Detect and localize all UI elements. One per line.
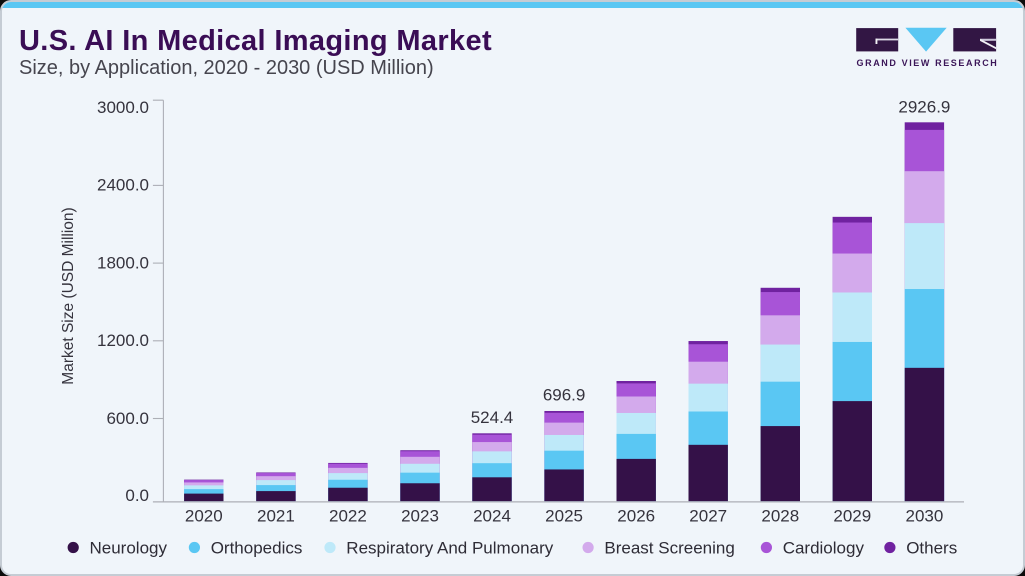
svg-text:GRAND VIEW RESEARCH: GRAND VIEW RESEARCH [857, 58, 999, 68]
svg-text:Neurology: Neurology [90, 539, 168, 558]
svg-text:2400.0: 2400.0 [97, 176, 149, 195]
svg-text:Orthopedics: Orthopedics [211, 539, 303, 558]
svg-text:2023: 2023 [401, 507, 439, 526]
svg-text:2020: 2020 [185, 507, 223, 526]
svg-text:Cardiology: Cardiology [783, 539, 865, 558]
svg-text:1800.0: 1800.0 [97, 253, 149, 272]
svg-text:2024: 2024 [473, 507, 511, 526]
svg-text:Breast Screening: Breast Screening [604, 539, 734, 558]
svg-text:Market Size (USD Million): Market Size (USD Million) [60, 207, 77, 384]
svg-text:696.9: 696.9 [543, 386, 586, 405]
svg-text:3000.0: 3000.0 [97, 98, 149, 117]
svg-text:0.0: 0.0 [125, 486, 149, 505]
svg-text:2926.9: 2926.9 [898, 97, 950, 116]
svg-text:600.0: 600.0 [106, 409, 149, 428]
svg-text:Respiratory And Pulmonary: Respiratory And Pulmonary [346, 539, 553, 558]
svg-text:2022: 2022 [329, 507, 367, 526]
svg-text:Others: Others [906, 539, 957, 558]
svg-text:2021: 2021 [257, 507, 295, 526]
svg-text:524.4: 524.4 [471, 408, 514, 427]
svg-text:2027: 2027 [689, 507, 727, 526]
svg-text:2028: 2028 [761, 507, 799, 526]
svg-text:2025: 2025 [545, 507, 583, 526]
svg-text:2030: 2030 [905, 507, 943, 526]
svg-text:1200.0: 1200.0 [97, 331, 149, 350]
svg-text:2026: 2026 [617, 507, 655, 526]
svg-text:2029: 2029 [833, 507, 871, 526]
